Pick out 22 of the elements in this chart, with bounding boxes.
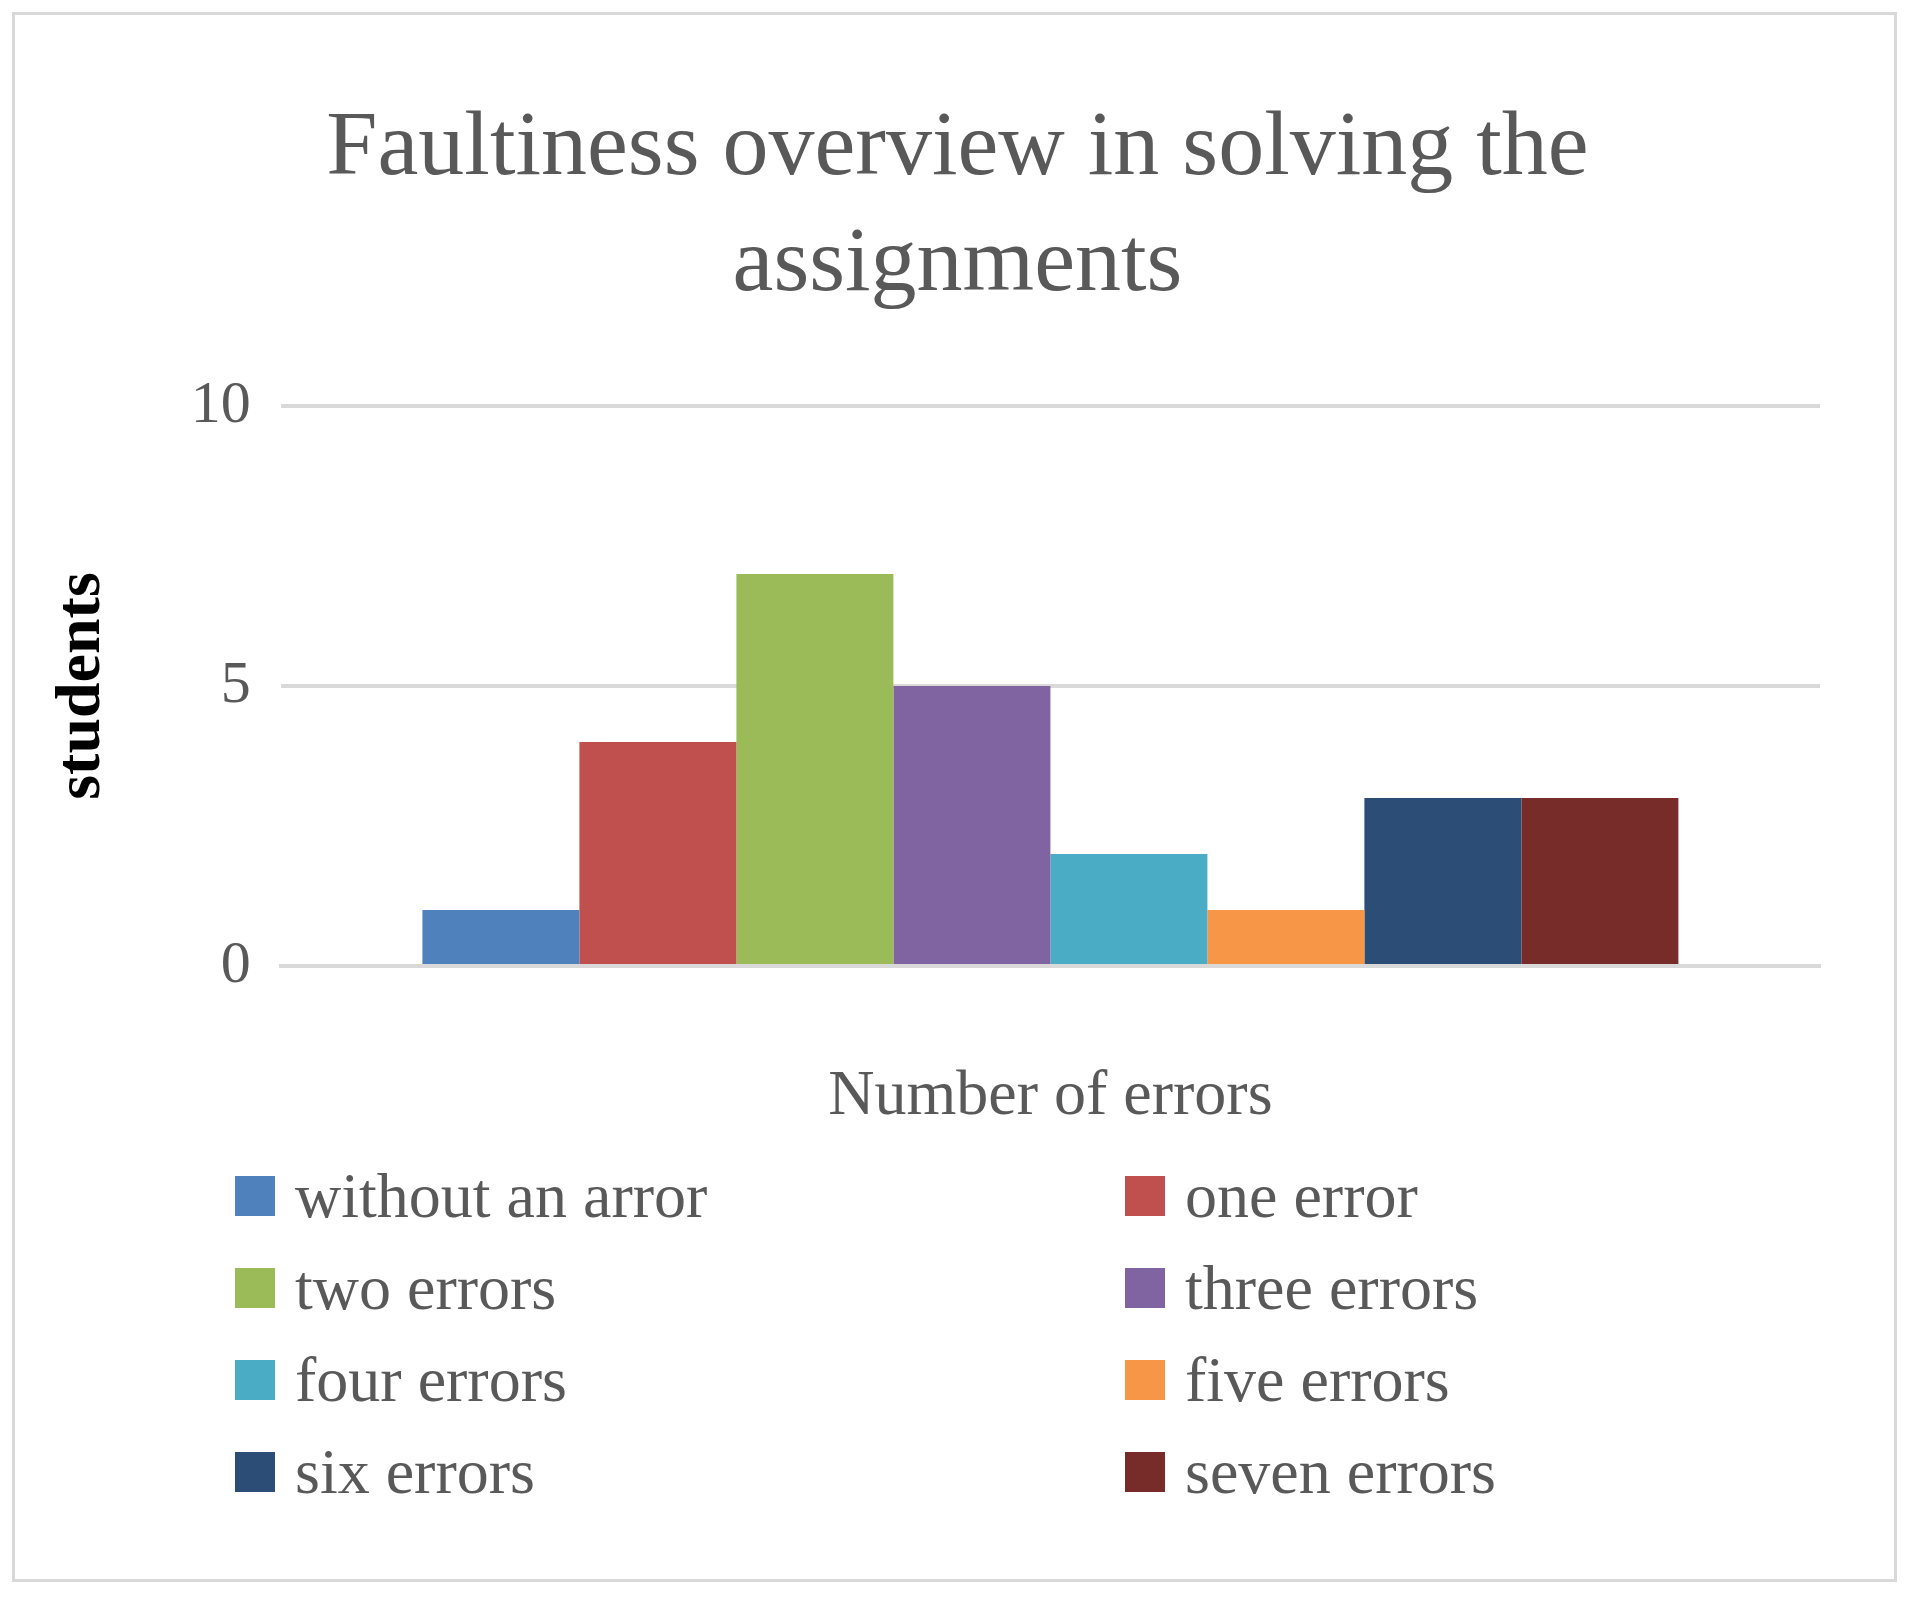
y-tick-label: 5: [220, 648, 251, 715]
bar: [1521, 798, 1679, 964]
bar: [579, 742, 737, 964]
legend-label: six errors: [295, 1436, 535, 1508]
chart-title: Faultiness overview in solving the assignments: [325, 91, 1590, 312]
bar: [893, 686, 1051, 964]
legend-label: seven errors: [1185, 1436, 1496, 1508]
y-tick-label: 0: [220, 928, 251, 995]
bar: [1050, 854, 1208, 964]
y-axis-title: students: [41, 572, 113, 800]
legend-label: five errors: [1185, 1344, 1450, 1416]
legend-label: two errors: [295, 1252, 557, 1324]
bar: [1207, 910, 1365, 964]
y-tick-label: 10: [190, 368, 251, 435]
legend-label: four errors: [295, 1344, 567, 1416]
x-axis-title: Number of errors: [828, 1057, 1273, 1129]
legend-label: without an arror: [295, 1160, 708, 1232]
legend-label: one error: [1185, 1160, 1418, 1232]
bar: [1364, 798, 1522, 964]
bar: [422, 910, 580, 964]
legend-label: three errors: [1185, 1252, 1479, 1324]
bar: [736, 574, 894, 964]
